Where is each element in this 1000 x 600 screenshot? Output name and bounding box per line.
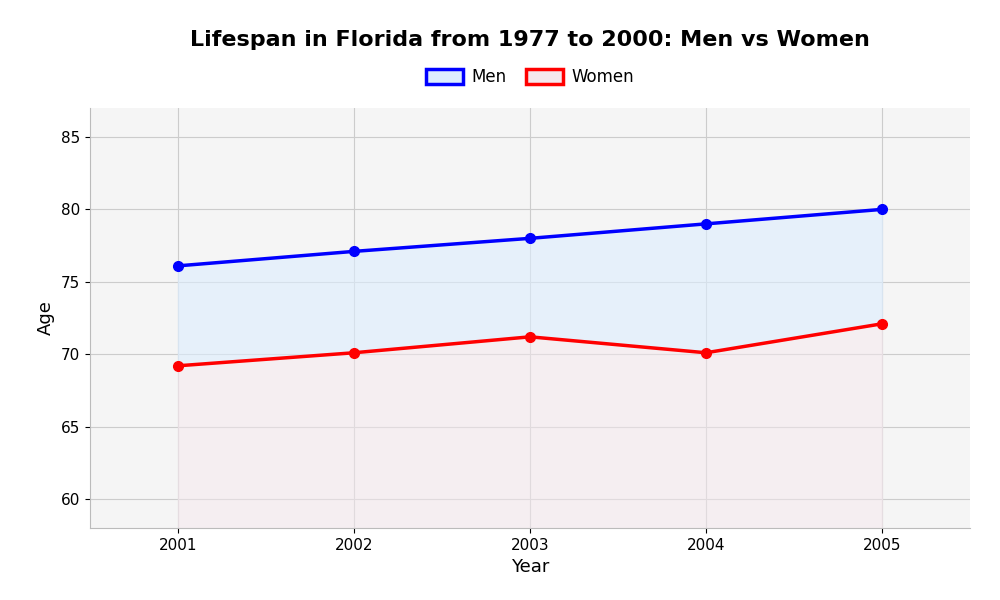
Y-axis label: Age: Age [37,301,55,335]
Title: Lifespan in Florida from 1977 to 2000: Men vs Women: Lifespan in Florida from 1977 to 2000: M… [190,29,870,49]
X-axis label: Year: Year [511,558,549,576]
Legend: Men, Women: Men, Women [419,62,641,93]
